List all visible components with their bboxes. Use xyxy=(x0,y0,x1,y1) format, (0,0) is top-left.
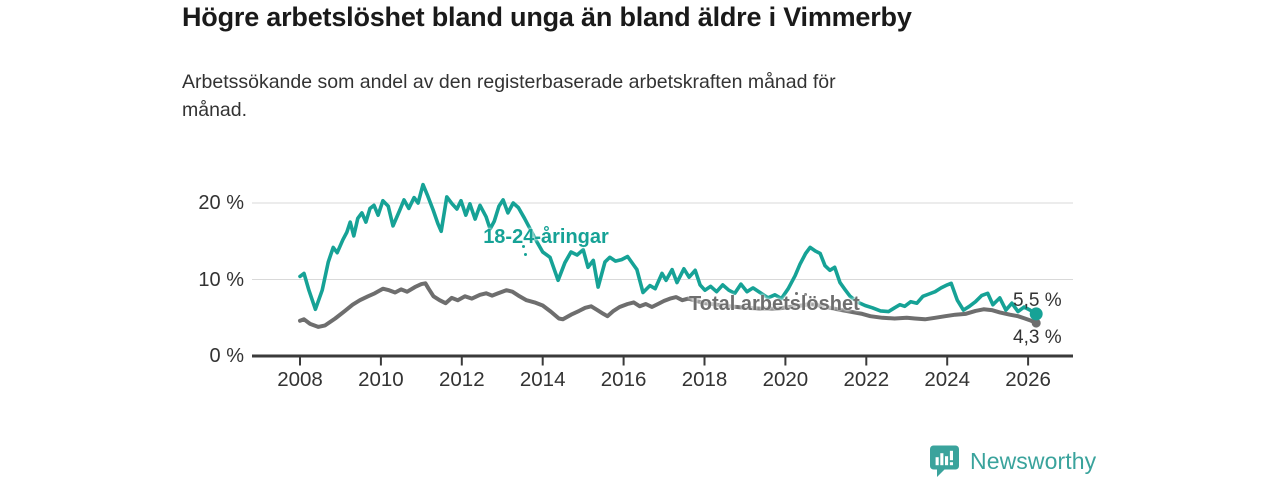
x-tick-label: 2020 xyxy=(762,368,809,391)
chart: 0 % 10 % 20 % 2008 2010 2012 2014 2016 2018 2020… xyxy=(198,182,1073,391)
x-tick-label: 2024 xyxy=(924,368,970,391)
x-tick-label: 2010 xyxy=(358,368,404,391)
label-leader-dots-total xyxy=(795,292,798,295)
chart-bars-bubble-icon xyxy=(930,445,959,477)
logo-text: Newsworthy xyxy=(970,447,1097,474)
y-tick-label: 20 % xyxy=(198,192,244,214)
label-leader-dots-youth xyxy=(522,245,525,248)
end-value-label-total: 4,3 % xyxy=(1013,327,1062,348)
series-label-youth: 18-24-åringar xyxy=(483,226,609,248)
page-title: Högre arbetslöshet bland unga än bland ä… xyxy=(182,2,912,32)
x-tick-label: 2022 xyxy=(843,368,890,391)
end-value-label-youth: 5,5 % xyxy=(1013,290,1062,311)
x-tick-label: 2008 xyxy=(277,368,323,391)
y-tick-label: 0 % xyxy=(209,345,244,367)
x-tick-label: 2026 xyxy=(1005,368,1051,391)
page-subtitle: Arbetssökande som andel av den registerb… xyxy=(182,71,836,121)
x-tick-label: 2012 xyxy=(438,368,485,391)
series-label-total: Total arbetslöshet xyxy=(689,293,860,315)
line-chart xyxy=(252,182,1073,366)
x-tick-label: 2016 xyxy=(600,368,647,391)
x-tick-label: 2018 xyxy=(681,368,728,391)
newsworthy-logo[interactable]: Newsworthy xyxy=(928,444,1096,478)
x-tick-label: 2014 xyxy=(519,368,566,391)
y-tick-label: 10 % xyxy=(198,268,244,291)
